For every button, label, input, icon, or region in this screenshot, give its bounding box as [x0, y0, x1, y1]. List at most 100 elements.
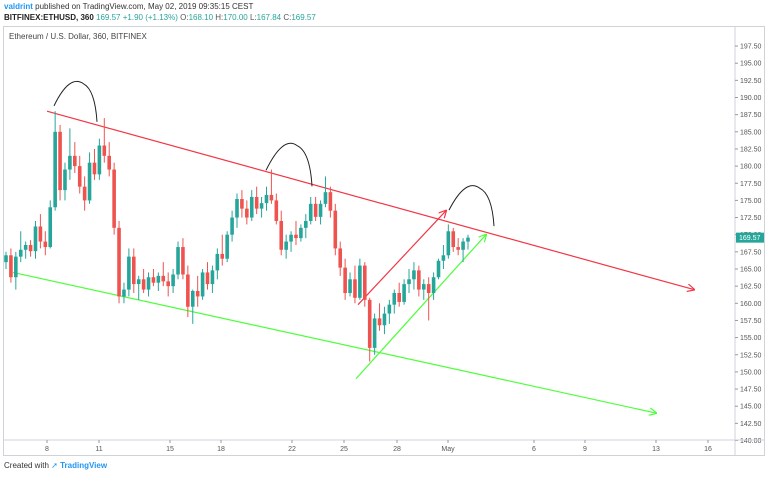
y-tick-label: 192.50 — [740, 78, 762, 85]
rising-red-line — [357, 211, 446, 306]
y-tick-label: 145.00 — [740, 404, 762, 411]
y-tick-label: 142.50 — [740, 421, 762, 428]
y-tick-label: 155.00 — [740, 335, 762, 342]
candle-body — [249, 196, 254, 218]
symbol-info: BITFINEX:ETHUSD, 360 169.57 +1.90 (+1.13… — [4, 13, 316, 22]
candle-body — [68, 155, 72, 170]
candle-body — [308, 203, 313, 221]
candle-body — [210, 270, 215, 285]
candle-body — [466, 237, 470, 242]
candle-body — [313, 203, 318, 217]
publish-info: valdrint published on TradingView.com, M… — [4, 2, 253, 11]
tradingview-brand[interactable]: TradingView — [60, 461, 108, 470]
candle-body — [377, 318, 382, 326]
y-tick-label: 175.00 — [740, 198, 762, 205]
y-tick-label: 187.50 — [740, 112, 762, 119]
candle-body — [318, 203, 323, 217]
x-tick-label: 16 — [704, 446, 712, 453]
candle-body — [48, 207, 53, 248]
candle-body — [176, 247, 180, 275]
candle-body — [348, 279, 352, 294]
y-tick-label: 152.50 — [740, 352, 762, 359]
candle-body — [230, 217, 234, 235]
candle-body — [392, 293, 397, 305]
candle-body — [362, 265, 367, 300]
candle-body — [225, 234, 229, 259]
candle-body — [402, 284, 406, 302]
support-line — [12, 271, 656, 413]
chart-header: valdrint published on TradingView.com, M… — [0, 0, 768, 26]
candle-body — [171, 274, 175, 287]
candle-body — [156, 275, 161, 283]
y-tick-label: 185.00 — [740, 129, 762, 136]
candle-body — [63, 169, 67, 191]
peak-arc — [265, 142, 313, 187]
candle-body — [28, 244, 33, 252]
candle-body — [117, 227, 121, 297]
x-tick-label: 22 — [288, 446, 296, 453]
y-tick-label: 157.50 — [740, 318, 762, 325]
close-label: C: — [283, 13, 292, 22]
candle-body — [195, 290, 200, 297]
candle-body — [387, 304, 392, 314]
candle-body — [417, 270, 421, 290]
candle-body — [82, 186, 87, 201]
candle-body — [264, 194, 269, 204]
candle-body — [426, 284, 431, 294]
candle-body — [289, 234, 293, 242]
candle-body — [441, 255, 446, 261]
y-tick-label: 182.50 — [740, 146, 762, 153]
candle-body — [77, 166, 82, 187]
chart-title: Ethereum / U.S. Dollar, 360, BITFINEX — [9, 32, 147, 41]
low-label: L: — [249, 13, 257, 22]
candle-body — [43, 241, 48, 248]
chart-frame — [3, 26, 765, 456]
resistance-line — [46, 110, 694, 289]
y-tick-label: 162.50 — [740, 284, 762, 291]
candle-body — [161, 275, 166, 282]
candle-body — [181, 247, 185, 275]
x-tick-label: 28 — [393, 446, 401, 453]
candle-body — [136, 279, 141, 285]
open-label: O: — [180, 13, 189, 22]
candle-body — [200, 272, 205, 297]
x-tick-label: 6 — [532, 446, 536, 453]
candle-body — [151, 277, 156, 283]
candle-body — [421, 284, 426, 290]
candle-body — [333, 210, 338, 249]
rising-green-line — [355, 235, 486, 380]
candle-body — [343, 267, 347, 294]
candle-body — [284, 241, 288, 250]
candle-body — [122, 289, 126, 297]
candle-body — [9, 255, 13, 278]
y-tick-label: 147.50 — [740, 387, 762, 394]
candle-body — [102, 145, 107, 156]
x-tick-label: 8 — [45, 446, 49, 453]
y-tick-label: 177.50 — [740, 181, 762, 188]
y-tick-label: 160.00 — [740, 301, 762, 308]
peak-arc — [53, 80, 98, 122]
created-with-text: Created with — [4, 461, 49, 470]
publish-text: published on TradingView.com, May 02, 20… — [35, 2, 254, 11]
candle-body — [53, 131, 57, 208]
author-link[interactable]: valdrint — [4, 2, 33, 11]
price-axis: 197.50 195.00 192.50 190.00 187.50 185.00 182.… — [734, 27, 764, 455]
candle-body — [92, 162, 97, 175]
candle-body — [299, 227, 303, 239]
candle-body — [87, 162, 92, 201]
annotation-arcs — [53, 80, 495, 227]
candle-body — [73, 155, 77, 167]
candle-body — [58, 131, 62, 191]
candle-body — [461, 241, 465, 250]
candle-body — [4, 255, 8, 263]
candle-body — [146, 277, 151, 290]
peak-arc — [448, 185, 495, 227]
candle-body — [220, 253, 225, 259]
candle-body — [215, 253, 220, 271]
candle-body — [353, 279, 357, 298]
trendlines — [12, 110, 694, 413]
candle-body — [446, 231, 451, 256]
candle-body — [205, 272, 210, 285]
y-tick-label: 197.50 — [740, 44, 762, 51]
